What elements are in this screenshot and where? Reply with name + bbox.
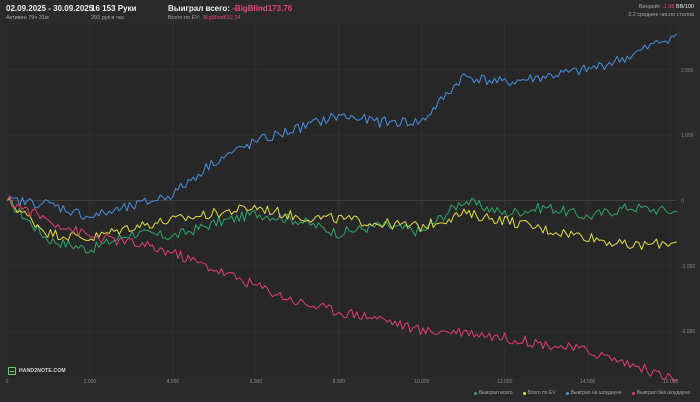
legend-dot-showdown: [565, 391, 569, 395]
x-tick-label: 14.000: [580, 379, 596, 385]
x-tick-label: 16.000: [663, 379, 679, 385]
legend-dot-ev: [522, 391, 526, 395]
x-tick-label: 6.000: [250, 379, 263, 385]
logo-text: HAND2NOTE.COM: [19, 368, 66, 374]
legend-dot-non-showdown: [631, 391, 635, 395]
stats-header: 02.09.2025 - 30.09.2025 Активен 79ч 31м …: [0, 0, 700, 26]
x-tick-label: 12.000: [497, 379, 513, 385]
legend-item-won-total[interactable]: Выиграл всего: [473, 390, 513, 396]
won-total-label: Выиграл всего:: [168, 4, 230, 13]
ev-total-value: -BigBlind632.34: [201, 15, 241, 21]
legend-label: Всего по EV: [527, 390, 556, 396]
x-tick-label: 2.000: [84, 379, 97, 385]
hand2note-logo-icon: [8, 367, 16, 375]
won-total-value: -BigBlind173.76: [232, 4, 293, 13]
y-tick-label: -2.000: [681, 329, 695, 335]
x-tick-label: 4.000: [167, 379, 180, 385]
hand2note-logo: HAND2NOTE.COM: [8, 367, 66, 375]
legend-item-showdown[interactable]: Выиграл на шоудауне: [565, 390, 622, 396]
x-tick-label: 0: [6, 379, 9, 385]
legend-item-ev[interactable]: Всего по EV: [522, 390, 556, 396]
active-time: Активен 79ч 31м: [6, 15, 49, 21]
y-tick-label: 1.000: [681, 133, 694, 139]
legend-label: Выиграл без шоудауна: [636, 390, 690, 396]
ev-total: Всего по EV: -BigBlind632.34: [168, 15, 292, 21]
legend-label: Выиграл всего: [478, 390, 513, 396]
date-range: 02.09.2025 - 30.09.2025: [6, 4, 94, 13]
legend-label: Выиграл на шоудауне: [570, 390, 622, 396]
series-line-2: [6, 33, 678, 220]
legend-dot-won-total: [473, 391, 477, 395]
avg-tables: 2.2 среднее число столов: [628, 12, 694, 18]
series-line-0: [6, 197, 678, 254]
ev-total-label: Всего по EV:: [168, 15, 201, 21]
legend-item-non-showdown[interactable]: Выиграл без шоудауна: [631, 390, 690, 396]
winrate: Винрейт -1.08 BB/100: [628, 4, 694, 10]
x-tick-label: 8.000: [333, 379, 346, 385]
winrate-label: Винрейт: [638, 4, 661, 10]
won-total: Выиграл всего: -BigBlind173.76: [168, 4, 292, 13]
hands-per-hour: 203 рук в час: [91, 15, 125, 21]
series-line-1: [6, 197, 678, 250]
hands-count: 16 153 Руки: [91, 4, 137, 13]
y-tick-label: -1.000: [681, 264, 695, 270]
y-tick-label: 0: [681, 199, 684, 205]
series-line-3: [6, 196, 678, 382]
legend: Выиграл всего Всего по EV Выиграл на шоу…: [473, 390, 690, 396]
y-tick-label: 2.000: [681, 68, 694, 74]
winrate-unit: BB/100: [675, 4, 694, 10]
winrate-value: -1.08: [661, 4, 675, 10]
x-tick-label: 10.000: [414, 379, 430, 385]
